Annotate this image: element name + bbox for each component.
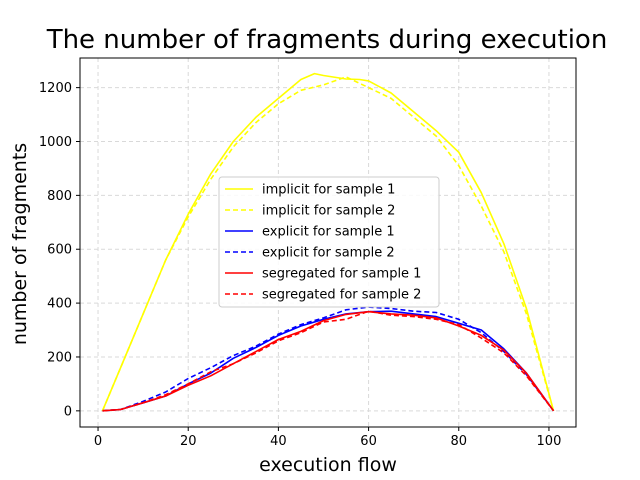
series-line-3 (102, 310, 555, 412)
plot-frame (79, 57, 577, 428)
legend: implicit for sample 1 implicit for sample… (218, 176, 440, 308)
y-tick-label: 600 (47, 243, 72, 258)
legend-label: explicit for sample 1 (262, 225, 395, 240)
x-tick-label: 0 (94, 434, 102, 449)
series-line-4 (102, 306, 555, 412)
x-axis-label: execution flow (259, 454, 397, 476)
y-tick-label: 200 (47, 350, 72, 365)
x-tick-label: 100 (537, 434, 562, 449)
series-line-2 (101, 76, 555, 412)
legend-label: explicit for sample 2 (262, 246, 395, 261)
legend-label: implicit for sample 2 (262, 204, 395, 219)
legend-label: segregated for sample 2 (262, 288, 421, 303)
series-line-5 (102, 310, 555, 412)
chart-title: The number of fragments during execution (46, 25, 608, 55)
y-tick-label: 800 (47, 189, 72, 204)
y-tick-label: 1000 (39, 135, 72, 150)
series-line-1 (101, 72, 555, 412)
x-tick-label: 80 (450, 434, 467, 449)
series-lines (101, 72, 555, 412)
x-tick-label: 40 (270, 434, 287, 449)
legend-label: segregated for sample 1 (262, 267, 421, 282)
x-tick-label: 60 (360, 434, 377, 449)
x-tick-label: 20 (180, 434, 197, 449)
y-tick-label: 400 (47, 297, 72, 312)
series-line-6 (102, 310, 555, 412)
y-tick-label: 1200 (39, 81, 72, 96)
legend-label: implicit for sample 1 (262, 183, 395, 198)
legend-box (218, 176, 440, 308)
y-tick-label: 0 (64, 404, 72, 419)
y-axis-label: number of fragments (9, 143, 31, 345)
